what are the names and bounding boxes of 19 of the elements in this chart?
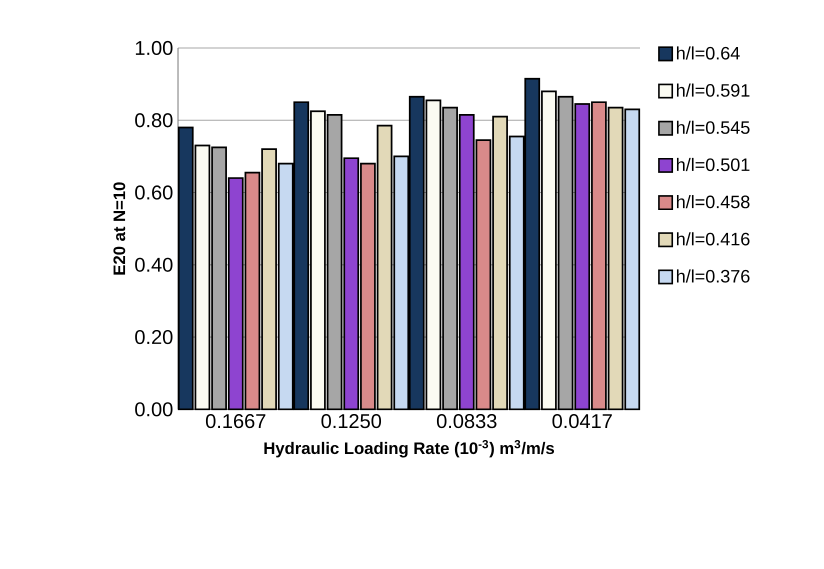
y-tick-label: 0.20 xyxy=(135,330,172,344)
x-tick-label: 0.1667 xyxy=(206,414,266,428)
x-tick-label: 0.0833 xyxy=(436,414,496,428)
x-tick-label: 0.1250 xyxy=(321,414,382,428)
legend-label: h/l=0.376 xyxy=(676,269,750,282)
legend-label: h/l=0.501 xyxy=(676,158,750,171)
legend-label: h/l=0.591 xyxy=(676,83,750,97)
y-tick-label: 0.80 xyxy=(135,113,172,128)
x-axis-title: Hydraulic Loading Rate (10$^{-3}$) m$^{3}$/m/s xyxy=(264,440,554,458)
legend-label: h/l=0.545 xyxy=(676,120,750,134)
legend-label: h/l=0.64 xyxy=(676,46,740,60)
x-tick-label: 0.0417 xyxy=(552,414,612,428)
y-tick-label: 0.60 xyxy=(135,185,172,200)
legend-label: h/l=0.416 xyxy=(676,232,750,246)
y-axis-title: E20 at N=10 xyxy=(113,182,126,274)
y-tick-label: 0.40 xyxy=(135,258,172,272)
y-tick-label: 1.00 xyxy=(136,40,172,55)
y-tick-label: 0.00 xyxy=(135,402,172,416)
legend-label: h/l=0.458 xyxy=(676,194,750,208)
